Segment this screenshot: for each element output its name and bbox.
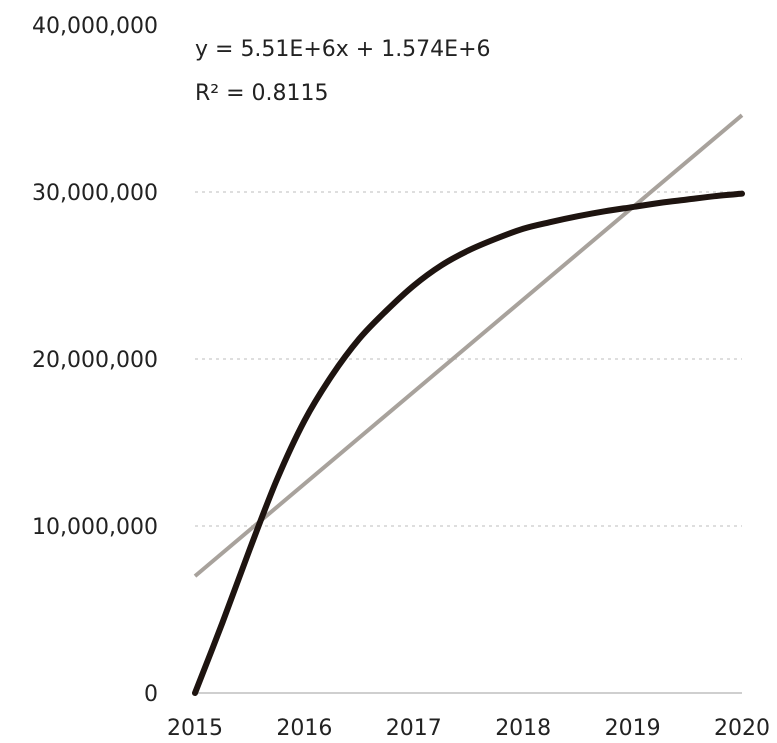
series-line xyxy=(192,190,745,696)
x-axis-tick-labels: 2015 2016 2017 2018 2019 2020 xyxy=(167,716,770,741)
y-tick-label: 0 xyxy=(144,682,158,707)
x-tick-label: 2020 xyxy=(714,716,770,741)
y-tick-label: 10,000,000 xyxy=(32,515,158,540)
trendline-equation: y = 5.51E+6x + 1.574E+6 xyxy=(195,37,491,62)
x-tick-label: 2015 xyxy=(167,716,223,741)
x-tick-label: 2017 xyxy=(386,716,442,741)
y-tick-label: 30,000,000 xyxy=(32,181,158,206)
y-axis-tick-labels: 0 10,000,000 20,000,000 30,000,000 40,000,00… xyxy=(32,14,158,707)
trendline-r-squared: R² = 0.8115 xyxy=(195,81,329,106)
y-tick-label: 40,000,000 xyxy=(32,14,158,39)
x-tick-label: 2019 xyxy=(605,716,661,741)
x-tick-label: 2018 xyxy=(495,716,551,741)
y-tick-label: 20,000,000 xyxy=(32,348,158,373)
x-tick-label: 2016 xyxy=(276,716,332,741)
trendline xyxy=(193,113,744,578)
